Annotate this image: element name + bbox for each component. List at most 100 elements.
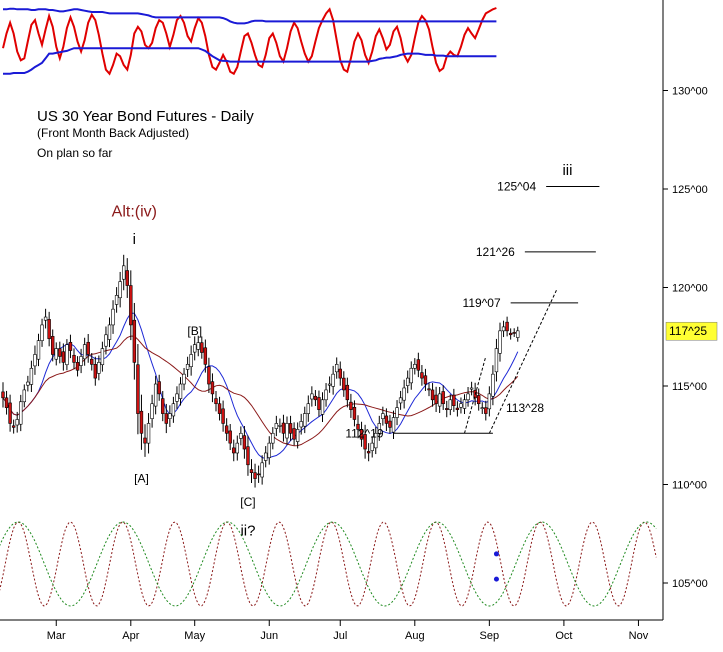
candle-down <box>200 342 204 353</box>
candle-up <box>374 432 378 449</box>
candle-down <box>161 398 165 414</box>
candle-up <box>22 389 26 403</box>
x-tick-label: Aug <box>405 630 425 642</box>
cycle-marker <box>493 576 499 582</box>
wave-label: Alt:(iv) <box>112 204 157 221</box>
wave-label: ii? <box>240 523 255 540</box>
candle-up <box>285 423 289 439</box>
candle-up <box>19 401 23 425</box>
candle-down <box>214 398 218 405</box>
candle-down <box>430 389 435 401</box>
y-tick-label: 110^00 <box>672 480 707 492</box>
candle-down <box>203 347 208 365</box>
candle-down <box>61 351 66 363</box>
candle-down <box>288 423 293 434</box>
wave-label: [A] <box>134 472 149 486</box>
candle-up <box>29 367 34 385</box>
candle-down <box>366 451 371 454</box>
target-label: 125^04 <box>497 180 536 194</box>
candle-up <box>122 265 126 280</box>
candle-up <box>43 316 48 321</box>
candle-down <box>352 406 357 420</box>
moving-averages <box>2 312 519 460</box>
candle-down <box>281 422 286 434</box>
candle-down <box>224 425 229 434</box>
candle-up <box>111 308 115 326</box>
candle-up <box>295 429 300 442</box>
candle-down <box>157 381 161 395</box>
candle-down <box>345 384 350 401</box>
candle-up <box>377 423 381 434</box>
target-label: 119^07 <box>463 296 501 310</box>
candle-up <box>327 383 332 386</box>
candle-up <box>114 295 119 305</box>
oscillator-band <box>3 47 497 75</box>
candle-down <box>249 469 254 473</box>
candle-up <box>487 393 492 410</box>
candle-down <box>434 394 438 405</box>
candle-up <box>189 354 193 367</box>
candle-up <box>480 407 484 409</box>
candle-down <box>8 402 12 424</box>
candle-up <box>334 364 339 373</box>
candle-down <box>484 407 488 414</box>
candle-down <box>388 420 392 428</box>
candle-up <box>40 324 44 341</box>
candle-down <box>125 270 129 286</box>
candle-down <box>11 425 16 428</box>
candle-down <box>253 472 257 479</box>
candle-up <box>320 399 325 415</box>
candle-up <box>239 432 243 439</box>
candle-down <box>86 341 90 355</box>
candle-up <box>267 442 271 459</box>
x-tick-label: Jun <box>260 630 278 642</box>
y-tick-label: 105^00 <box>672 578 708 590</box>
target-label: 121^26 <box>476 245 515 259</box>
candle-down <box>1 391 5 399</box>
candle-up <box>402 387 406 401</box>
candle-up <box>278 425 282 427</box>
candle-up <box>168 413 172 420</box>
candle-down <box>232 447 236 454</box>
y-tick-label: 125^00 <box>672 184 708 196</box>
candle-up <box>437 393 442 407</box>
candle-down <box>384 415 389 424</box>
y-tick-label: 120^00 <box>672 283 708 295</box>
candle-down <box>129 285 133 326</box>
candle-down <box>359 429 364 440</box>
candle-up <box>193 344 197 353</box>
candle-down <box>210 381 215 395</box>
candle-down <box>317 397 321 410</box>
candle-down <box>423 375 428 385</box>
candle-up <box>498 330 502 354</box>
candle-up <box>153 383 158 407</box>
candle-up <box>303 413 307 427</box>
candle-down <box>508 332 513 336</box>
cycle-wave <box>0 521 657 607</box>
candle-up <box>26 381 30 386</box>
candle-up <box>395 407 399 418</box>
candle-down <box>512 332 516 334</box>
candle-down <box>75 362 80 371</box>
cycle-waves <box>0 521 657 607</box>
chart-note: On plan so far <box>37 146 112 160</box>
candle-down <box>256 473 261 476</box>
candle-down <box>68 341 73 351</box>
last-price-badge: 117^25 <box>665 321 718 341</box>
x-tick-label: Mar <box>47 630 66 642</box>
wave-label: [C] <box>240 495 255 509</box>
candle-up <box>331 373 335 387</box>
wave-label: iii <box>562 162 572 179</box>
x-tick-label: Oct <box>555 630 572 642</box>
candle-down <box>505 321 509 332</box>
candle-down <box>292 428 296 440</box>
x-tick-label: Jul <box>333 630 347 642</box>
candle-down <box>143 437 147 444</box>
candle-down <box>476 395 481 405</box>
candle-up <box>310 393 314 400</box>
candle-down <box>313 395 318 401</box>
candle-down <box>136 364 140 414</box>
candle-down <box>132 319 137 363</box>
candle-up <box>175 393 179 402</box>
